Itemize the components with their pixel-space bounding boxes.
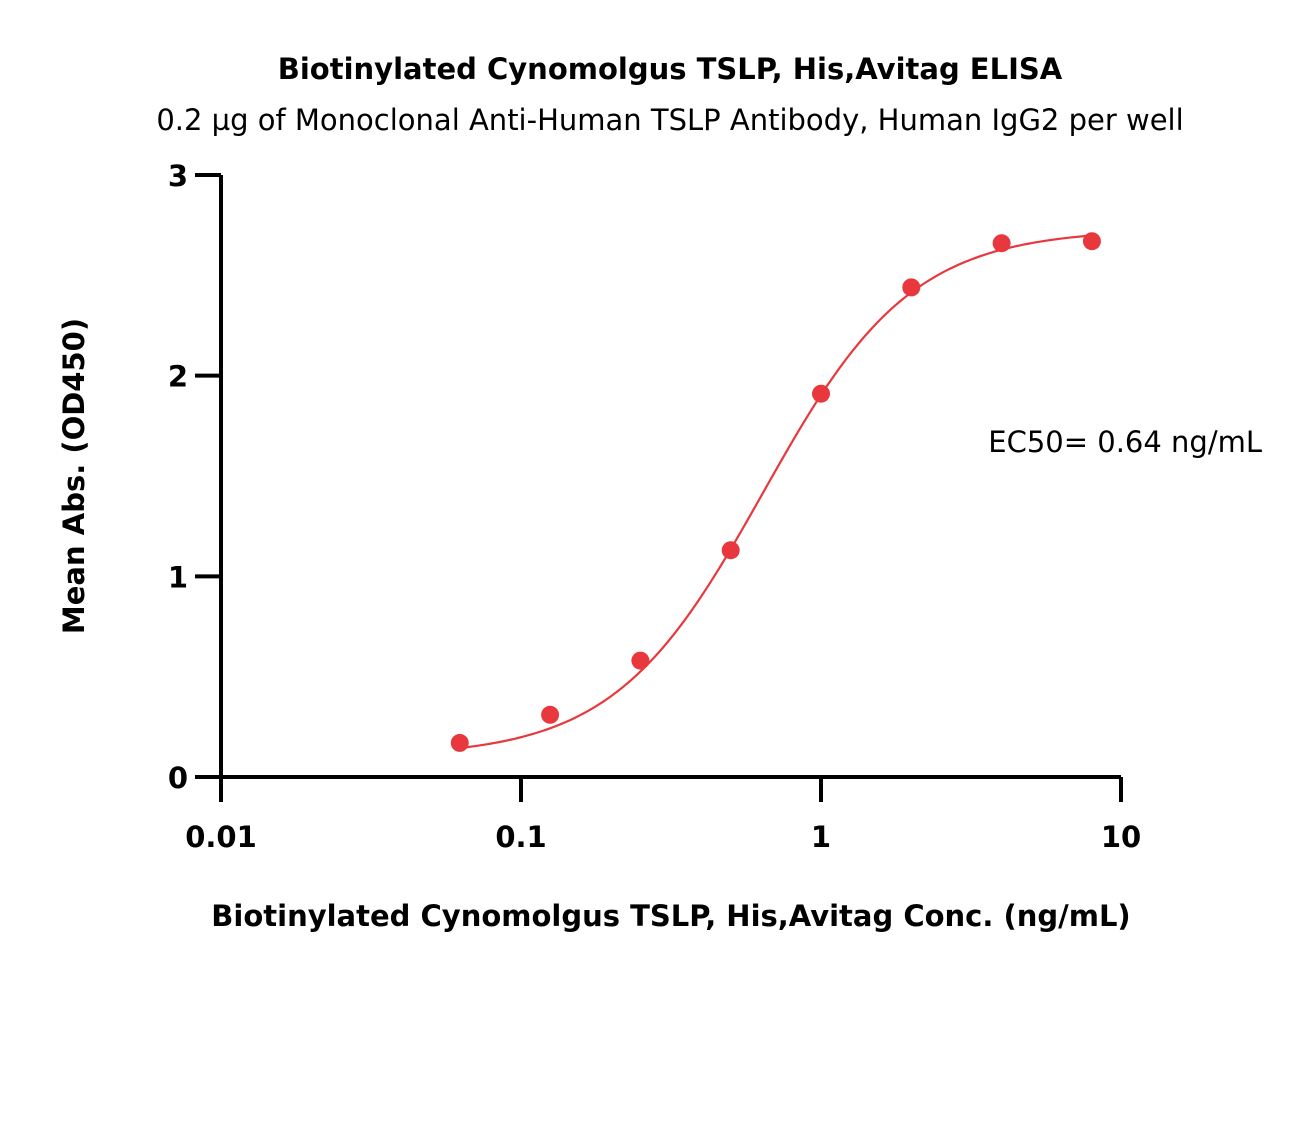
data-point bbox=[450, 733, 469, 752]
x-tick-label: 10 bbox=[1101, 820, 1141, 854]
y-tick-label: 1 bbox=[168, 560, 188, 594]
y-ticks: 0 1 2 3 bbox=[168, 159, 221, 795]
fit-curve bbox=[459, 234, 1093, 750]
y-tick-label: 2 bbox=[168, 360, 188, 394]
y-axis-label: Mean Abs. (OD450) bbox=[57, 318, 91, 634]
chart-title: Biotinylated Cynomolgus TSLP, His,Avitag… bbox=[278, 52, 1063, 86]
data-point bbox=[992, 234, 1011, 253]
data-point bbox=[631, 651, 650, 670]
x-ticks: 0.01 0.1 1 10 bbox=[185, 777, 1141, 854]
data-point bbox=[541, 705, 560, 724]
x-tick-label: 0.01 bbox=[185, 820, 257, 854]
data-point bbox=[812, 384, 830, 403]
x-axis-label: Biotinylated Cynomolgus TSLP, His,Avitag… bbox=[211, 899, 1130, 933]
y-tick-label: 0 bbox=[168, 761, 188, 795]
data-points bbox=[450, 232, 1101, 752]
data-point bbox=[902, 278, 921, 297]
data-point bbox=[1082, 232, 1101, 251]
x-tick-label: 1 bbox=[811, 820, 831, 854]
x-tick-label: 0.1 bbox=[495, 820, 546, 854]
ec50-annotation: EC50= 0.64 ng/mL bbox=[988, 425, 1262, 459]
y-tick-label: 3 bbox=[168, 159, 188, 193]
chart-subtitle: 0.2 µg of Monoclonal Anti-Human TSLP Ant… bbox=[156, 103, 1183, 137]
data-point bbox=[721, 541, 740, 560]
